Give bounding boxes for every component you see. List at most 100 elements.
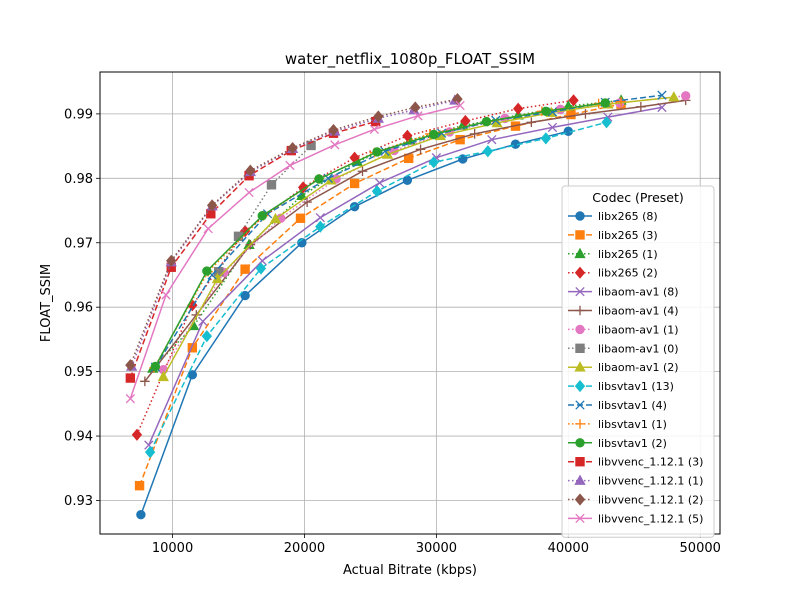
data-point xyxy=(295,213,306,223)
legend-marker xyxy=(574,493,586,506)
data-point xyxy=(187,343,198,353)
data-point xyxy=(315,220,326,233)
series-0 xyxy=(136,126,573,520)
data-point xyxy=(668,91,680,102)
legend-label: libvvenc_1.12.1 (1) xyxy=(598,475,703,488)
x-tick-label: 30000 xyxy=(416,541,457,556)
data-point xyxy=(144,446,156,459)
legend-marker xyxy=(574,474,586,485)
data-point xyxy=(482,145,493,158)
legend-entry: libvvenc_1.12.1 (5) xyxy=(568,512,703,525)
legend-label: libvvenc_1.12.1 (5) xyxy=(598,512,703,525)
data-point xyxy=(257,256,267,266)
x-axis-title: Actual Bitrate (kbps) xyxy=(343,563,477,578)
chart-title: water_netflix_1080p_FLOAT_SSIM xyxy=(285,50,535,69)
legend-label: libsvtav1 (2) xyxy=(598,437,667,450)
legend-label: libsvtav1 (13) xyxy=(598,380,674,393)
legend-marker xyxy=(574,361,586,372)
data-point xyxy=(201,330,213,343)
legend-label: libx265 (1) xyxy=(598,248,658,261)
ticks: 10000 20000 30000 40000 50000 0.93 0.94 0.95 0.9… xyxy=(64,107,721,556)
series-line xyxy=(148,106,663,446)
data-point xyxy=(285,160,295,171)
legend-marker xyxy=(575,419,585,429)
legend-entry: libx265 (1) xyxy=(568,247,658,261)
legend-label: libx265 (3) xyxy=(598,229,658,242)
series-layer xyxy=(125,90,691,520)
data-point xyxy=(402,129,413,142)
series-line xyxy=(136,99,574,436)
legend-label: libaom-av1 (0) xyxy=(598,342,679,355)
x-tick-label: 10000 xyxy=(152,541,193,556)
legend-entry: libx265 (8) xyxy=(568,210,658,223)
y-axis-title: FLOAT_SSIM xyxy=(39,264,54,342)
data-point xyxy=(166,254,177,267)
data-point xyxy=(657,90,667,100)
data-point xyxy=(328,123,339,137)
data-point xyxy=(373,110,384,123)
legend-entry: libvvenc_1.12.1 (1) xyxy=(568,474,703,488)
legend-marker xyxy=(575,513,585,524)
data-point xyxy=(429,129,439,140)
legend-entry: libaom-av1 (4) xyxy=(568,305,679,318)
data-point xyxy=(372,147,382,157)
data-point xyxy=(541,106,551,117)
series-12 xyxy=(150,98,610,372)
legend-entry: libx265 (2) xyxy=(568,266,658,280)
y-tick-label: 0.96 xyxy=(64,301,93,316)
data-point xyxy=(349,178,360,189)
data-point xyxy=(157,370,169,382)
data-point xyxy=(287,141,298,155)
data-point xyxy=(540,132,552,145)
legend-marker xyxy=(575,343,585,354)
data-point xyxy=(547,122,558,133)
data-point xyxy=(203,223,213,234)
data-point xyxy=(140,376,150,387)
data-point xyxy=(206,209,216,219)
legend-marker xyxy=(575,305,585,316)
legend-label: libvvenc_1.12.1 (2) xyxy=(598,494,703,507)
data-point xyxy=(125,373,136,383)
legend-box xyxy=(561,185,715,538)
legend-marker xyxy=(575,230,585,240)
data-point xyxy=(325,174,337,185)
data-point xyxy=(150,361,161,372)
legend-entry: libaom-av1 (0) xyxy=(568,342,679,355)
data-point xyxy=(134,480,145,491)
data-point xyxy=(568,94,579,107)
series-line xyxy=(218,144,312,273)
y-tick-label: 0.95 xyxy=(64,365,93,380)
data-point xyxy=(245,164,256,177)
data-point xyxy=(566,109,576,120)
legend-label: libaom-av1 (8) xyxy=(598,286,679,299)
data-point xyxy=(161,290,171,300)
data-point xyxy=(240,290,250,301)
data-point xyxy=(314,174,324,184)
data-point xyxy=(487,134,497,145)
legend-label: libaom-av1 (4) xyxy=(598,305,679,318)
y-tick-label: 0.99 xyxy=(64,107,93,122)
data-point xyxy=(136,509,146,520)
legend-entry: libsvtav1 (2) xyxy=(568,437,667,450)
data-point xyxy=(513,102,524,115)
data-point xyxy=(349,201,360,212)
data-point xyxy=(125,359,136,372)
legend-entry: libsvtav1 (1) xyxy=(568,418,667,431)
data-point xyxy=(681,91,691,101)
data-point xyxy=(240,264,250,274)
data-point xyxy=(413,111,423,121)
data-point xyxy=(369,124,380,135)
legend-marker xyxy=(575,286,585,297)
legend-marker xyxy=(575,438,585,448)
data-point xyxy=(469,129,480,139)
data-point xyxy=(481,116,492,127)
legend: Codec (Preset) libx265 (8) libx265 (3) lib… xyxy=(561,185,715,538)
data-point xyxy=(452,92,463,106)
series-4 xyxy=(144,102,667,450)
data-point xyxy=(455,100,465,111)
legend-label: libx265 (2) xyxy=(598,267,658,280)
data-point xyxy=(257,210,267,221)
data-point xyxy=(315,212,325,223)
data-point xyxy=(244,187,254,198)
